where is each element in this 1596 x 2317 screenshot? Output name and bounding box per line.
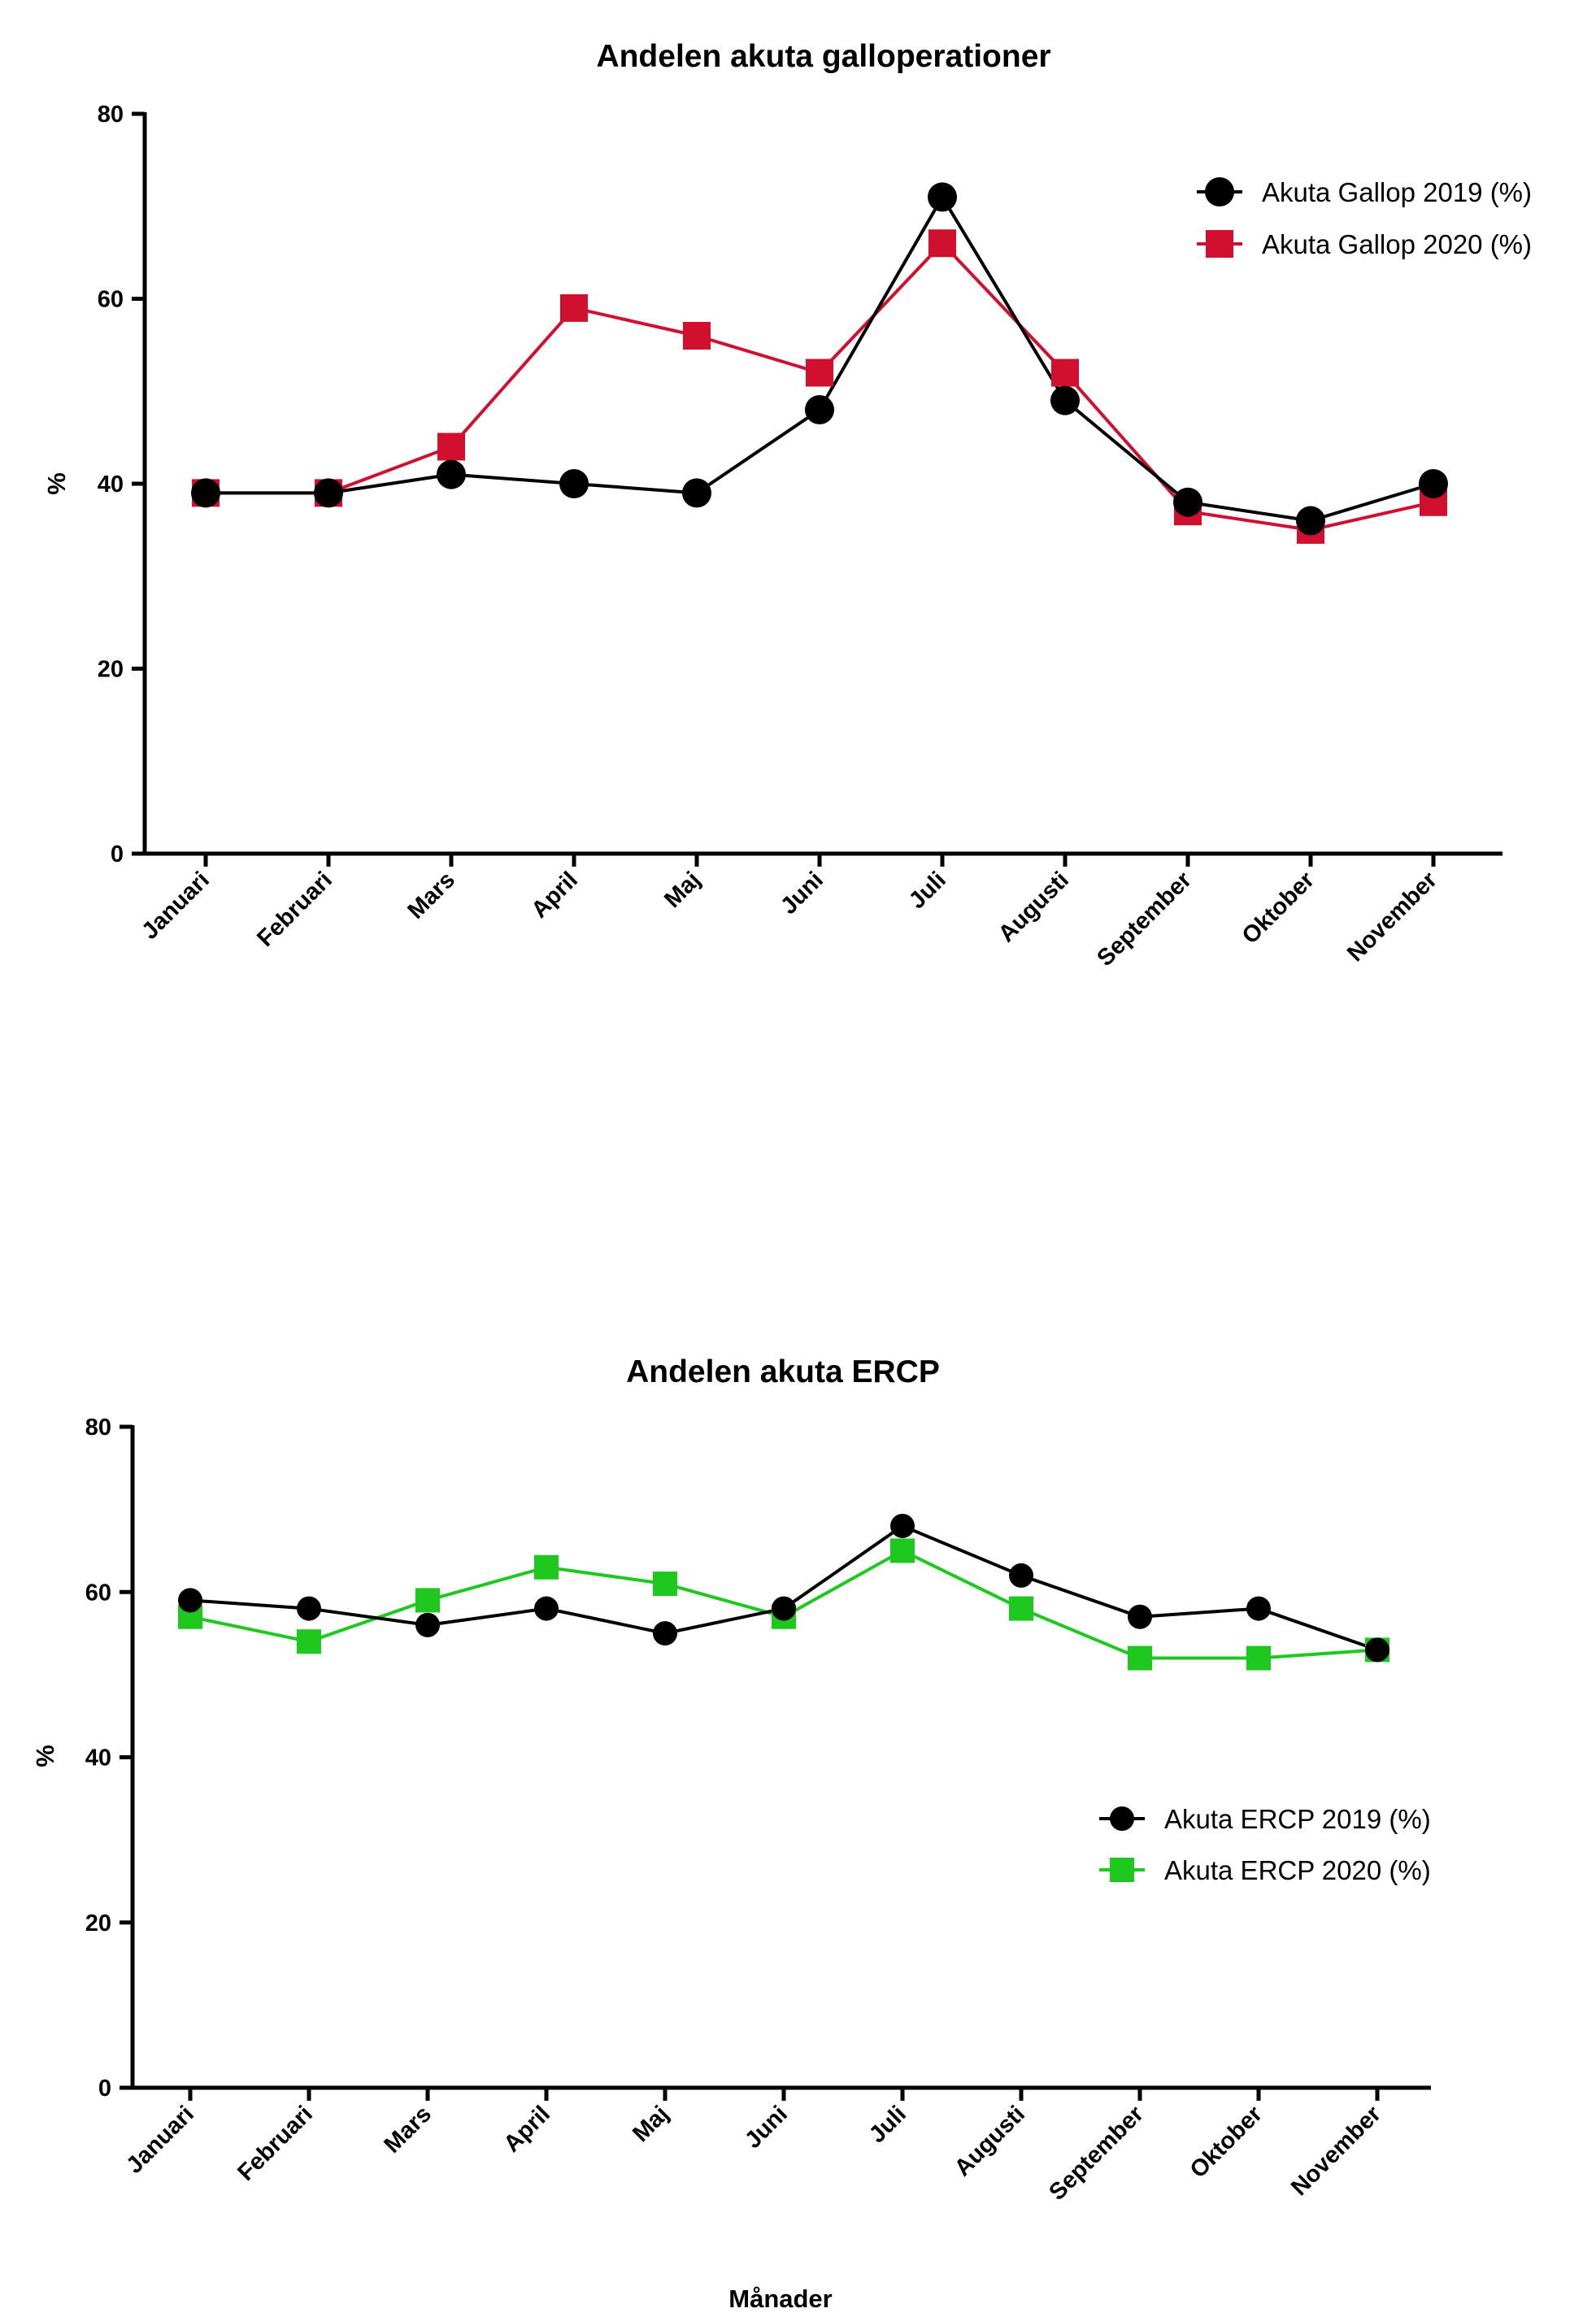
x-tick-label: September: [1044, 2101, 1149, 2206]
y-tick-label: 80: [98, 102, 124, 128]
x-tick-label: Mars: [379, 2101, 437, 2158]
y-tick-label: 0: [111, 841, 124, 867]
data-point-circle: [297, 1596, 321, 1621]
data-point-square: [297, 1629, 321, 1654]
data-point-circle: [1365, 1637, 1389, 1663]
data-point-circle: [890, 1513, 915, 1538]
legend-label: Akuta Gallop 2019 (%): [1262, 177, 1532, 207]
x-tick-label: September: [1092, 867, 1197, 972]
x-tick-label: Januari: [137, 867, 215, 945]
y-tick-label: 80: [85, 1415, 111, 1441]
data-point-circle: [178, 1588, 202, 1613]
chart-2: Andelen akuta ERCP 0 20 40 60 80% Januari Febru…: [31, 1354, 1431, 2313]
data-point-circle: [928, 182, 957, 212]
y-tick-label: 20: [85, 1911, 111, 1937]
x-tick-label: Februari: [252, 867, 337, 952]
x-axis-label: Månader: [728, 2284, 832, 2313]
data-point-square: [415, 1588, 440, 1613]
y-tick-label: 40: [98, 472, 124, 498]
y-axis-label: %: [31, 1745, 59, 1767]
legend-marker-square: [1110, 1858, 1134, 1882]
data-point-circle: [559, 469, 589, 498]
y-tick-label: 60: [98, 287, 124, 313]
data-point-square: [1009, 1596, 1033, 1621]
x-tick-label: Januari: [121, 2101, 199, 2179]
chart-title: Andelen akuta galloperationer: [596, 39, 1050, 74]
data-point-square: [890, 1538, 915, 1563]
legend-label: Akuta ERCP 2019 (%): [1164, 1804, 1431, 1834]
legend-marker-circle: [1110, 1806, 1134, 1831]
data-point-circle: [1128, 1604, 1152, 1629]
x-tick-label: Mars: [402, 867, 460, 924]
data-point-square: [683, 322, 711, 350]
legend-marker-square: [1206, 230, 1233, 258]
data-point-circle: [1419, 469, 1448, 498]
data-point-square: [653, 1571, 677, 1597]
x-tick-label: Juni: [776, 867, 828, 919]
x-tick-label: Oktober: [1185, 2101, 1268, 2183]
y-tick-label: 20: [98, 657, 124, 683]
legend-label: Akuta ERCP 2020 (%): [1164, 1855, 1431, 1885]
data-point-circle: [534, 1596, 559, 1621]
y-tick-label: 0: [98, 2076, 111, 2102]
data-point-square: [1246, 1645, 1271, 1671]
data-point-square: [437, 433, 465, 461]
x-tick-label: April: [527, 867, 583, 923]
data-point-circle: [1173, 487, 1202, 517]
data-point-circle: [437, 459, 466, 489]
y-tick-label: 60: [85, 1580, 111, 1606]
data-point-circle: [1050, 385, 1080, 415]
data-point-circle: [1246, 1596, 1271, 1621]
data-point-circle: [682, 478, 711, 508]
data-point-circle: [1009, 1563, 1033, 1588]
data-point-square: [1051, 359, 1079, 387]
x-tick-label: Maj: [628, 2101, 674, 2147]
x-tick-label: Oktober: [1237, 867, 1320, 949]
y-tick-label: 40: [85, 1745, 111, 1771]
data-point-circle: [805, 395, 834, 424]
x-tick-label: November: [1286, 2101, 1386, 2201]
data-point-square: [928, 229, 956, 258]
legend-marker-circle: [1205, 177, 1234, 206]
data-point-circle: [314, 478, 343, 508]
x-tick-label: November: [1342, 867, 1442, 967]
data-point-circle: [1296, 506, 1325, 536]
x-tick-label: Juli: [904, 867, 951, 914]
series-line-1: [189, 1524, 1378, 1652]
y-axis-label: %: [42, 472, 71, 495]
data-point-circle: [415, 1612, 440, 1637]
x-tick-label: April: [499, 2101, 555, 2157]
data-point-square: [534, 1554, 559, 1580]
data-point-circle: [653, 1621, 677, 1646]
x-tick-label: Augusti: [950, 2101, 1030, 2181]
chart-title: Andelen akuta ERCP: [626, 1354, 940, 1389]
legend-label: Akuta Gallop 2020 (%): [1262, 229, 1532, 259]
x-tick-label: Maj: [659, 867, 706, 913]
chart-1: Andelen akuta galloperationer 0 20 40 60 80% J…: [42, 39, 1532, 972]
series-line-1: [206, 195, 1434, 523]
data-point-circle: [772, 1596, 796, 1621]
data-point-square: [806, 359, 833, 387]
series-line-2: [206, 241, 1434, 532]
x-tick-label: Juli: [864, 2101, 911, 2148]
x-tick-label: Februari: [233, 2101, 318, 2186]
data-point-square: [560, 293, 588, 322]
x-tick-label: Augusti: [994, 867, 1074, 947]
data-point-circle: [191, 478, 220, 508]
data-point-square: [1128, 1645, 1152, 1671]
x-tick-label: Juni: [740, 2101, 793, 2154]
